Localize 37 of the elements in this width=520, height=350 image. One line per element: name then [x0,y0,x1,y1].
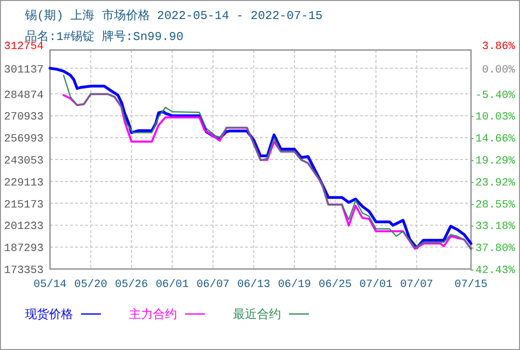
x-tick-label: 06/13 [237,279,270,291]
y-tick-label: 243053 [4,156,44,168]
y2-tick-label: -37.80% [468,243,516,256]
y2-tick-label: -14.66% [468,134,516,146]
y2-tick-label: -19.29% [468,156,516,168]
y-tick-label: 270933 [4,112,44,124]
y-tick-label: 173353 [4,265,44,277]
x-tick-label: 05/14 [33,279,67,291]
y2-tick-label: -28.55% [468,199,516,212]
y-tick-label: 187293 [4,243,44,256]
y2-tick-label: -23.92% [468,177,516,190]
y2-tick-label: -10.03% [468,112,516,124]
legend-label: 现货价格 [25,308,73,322]
x-tick-label: 07/01 [359,279,393,291]
y-tick-label: 256993 [4,134,44,146]
legend-label: 主力合约 [129,307,177,322]
x-tick-label: 06/01 [156,279,190,291]
y2-tick-label: -5.40% [475,90,516,102]
y-tick-label: 312754 [4,41,44,53]
x-tick-label: 06/19 [278,279,311,291]
x-tick-label: 05/26 [114,279,148,291]
y2-tick-label: 3.86% [482,41,516,53]
x-tick-label: 06/07 [196,279,230,291]
x-tick-label: 07/15 [454,279,488,291]
x-tick-label: 07/07 [400,279,434,291]
y2-tick-label: 0.00% [482,64,516,76]
y2-tick-label: -33.18% [468,221,516,234]
y-tick-label: 215173 [4,199,44,212]
y-tick-label: 201233 [4,221,44,234]
y-tick-label: 229113 [4,177,44,190]
y-tick-label: 284874 [4,90,44,102]
y2-tick-label: -42.43% [468,265,516,277]
x-tick-label: 06/25 [318,279,352,291]
y-tick-label: 301137 [4,64,44,76]
chart-title: 锡(期) 上海 市场价格 2022-05-14 - 2022-07-15 [24,8,323,23]
x-tick-label: 05/20 [74,279,108,291]
legend-label: 最近合约 [233,308,281,322]
